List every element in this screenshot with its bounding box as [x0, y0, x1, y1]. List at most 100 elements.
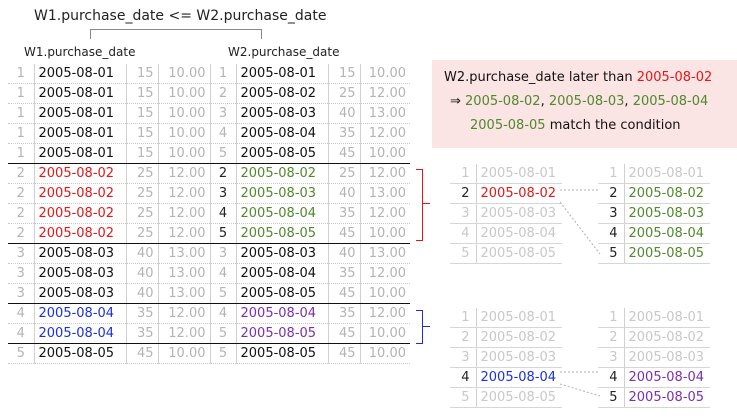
- w2-qty-cell: 35: [328, 303, 361, 324]
- join-row: 3 2005-08-03 40 13.00 5 2005-08-05 45 10.00: [8, 283, 410, 304]
- group-4-bracket: [416, 310, 423, 344]
- mini-row-number: 5: [598, 387, 625, 408]
- mini-row: 5 2005-08-05: [598, 243, 710, 264]
- mini-row-number: 4: [450, 223, 477, 244]
- join-row: 4 2005-08-04 35 12.00 4 2005-08-04 35 12.00: [8, 303, 410, 324]
- note-suffix: match the condition: [545, 118, 681, 133]
- mini-purchase-date: 2005-08-01: [624, 164, 710, 184]
- w2-qty-cell: 45: [328, 283, 361, 304]
- w1-price-cell: 12.00: [158, 163, 211, 184]
- mini-row-number: 4: [450, 367, 477, 388]
- w1-qty-cell: 25: [126, 183, 159, 204]
- mini-purchase-date: 2005-08-02: [476, 327, 562, 348]
- join-row: 3 2005-08-03 40 13.00 3 2005-08-03 40 13.00: [8, 243, 410, 264]
- w2-qty-cell: 45: [328, 143, 361, 164]
- join-row: 3 2005-08-03 40 13.00 4 2005-08-04 35 12.00: [8, 263, 410, 284]
- w1-price-cell: 10.00: [158, 143, 211, 164]
- w1-qty-cell: 40: [126, 243, 159, 264]
- join-row: 1 2005-08-01 15 10.00 5 2005-08-05 45 10.00: [8, 143, 410, 164]
- w2-no-cell: 5: [210, 343, 237, 364]
- w1-qty-cell: 35: [126, 323, 159, 344]
- w1-no-cell: 3: [8, 283, 35, 304]
- w2-purchase-date-cell: 2005-08-03: [236, 183, 329, 204]
- mini-w1-table-a: 1 2005-08-01 2 2005-08-02 3 2005-08-03 4 2005-0…: [450, 164, 562, 264]
- w2-price-cell: 12.00: [360, 83, 410, 104]
- w1-price-cell: 10.00: [158, 64, 211, 84]
- mini-row-number: 1: [450, 164, 477, 184]
- mini-row: 3 2005-08-03: [450, 347, 562, 368]
- w2-price-cell: 10.00: [360, 64, 410, 84]
- w1-price-cell: 10.00: [158, 123, 211, 144]
- note-prefix: W2.purchase_date later than: [444, 70, 637, 85]
- mini-purchase-date: 2005-08-02: [476, 183, 562, 204]
- w2-no-cell: 2: [210, 163, 237, 184]
- w2-qty-cell: 40: [328, 243, 361, 264]
- w1-price-cell: 13.00: [158, 283, 211, 304]
- w1-price-cell: 13.00: [158, 243, 211, 264]
- mini-row-number: 3: [450, 203, 477, 224]
- w1-price-cell: 12.00: [158, 203, 211, 224]
- mini-row-number: 1: [450, 308, 477, 328]
- w1-price-cell: 12.00: [158, 183, 211, 204]
- note-date-red: 2005-08-02: [636, 70, 713, 85]
- join-row: 1 2005-08-01 15 10.00 3 2005-08-03 40 13.00: [8, 103, 410, 124]
- group-2-bracket: [416, 169, 423, 241]
- w2-price-cell: 12.00: [360, 123, 410, 144]
- w2-purchase-date-cell: 2005-08-05: [236, 283, 329, 304]
- w1-purchase-date-cell: 2005-08-02: [34, 183, 127, 204]
- w2-qty-cell: 25: [328, 163, 361, 184]
- note-line-1: W2.purchase_date later than 2005-08-02: [444, 70, 712, 85]
- connector-lines-b: [559, 371, 601, 397]
- diagram-title: W1.purchase_date <= W2.purchase_date: [34, 8, 327, 24]
- mini-w2-table-b: 1 2005-08-01 2 2005-08-02 3 2005-08-03 4 2005-0…: [598, 308, 710, 408]
- mini-purchase-date: 2005-08-05: [624, 243, 710, 264]
- w2-price-cell: 13.00: [360, 103, 410, 124]
- mini-row-number: 2: [450, 327, 477, 348]
- mini-row-number: 1: [598, 164, 625, 184]
- w2-qty-cell: 45: [328, 343, 361, 364]
- w1-no-cell: 1: [8, 123, 35, 144]
- w1-no-cell: 1: [8, 143, 35, 164]
- mini-row: 2 2005-08-02: [450, 183, 562, 204]
- w2-price-cell: 12.00: [360, 263, 410, 284]
- w1-no-cell: 2: [8, 183, 35, 204]
- note-date-4: 2005-08-05: [470, 118, 546, 133]
- join-row: 1 2005-08-01 15 10.00 1 2005-08-01 15 10.00: [8, 64, 410, 84]
- w2-price-cell: 12.00: [360, 303, 410, 324]
- mini-purchase-date: 2005-08-04: [476, 367, 562, 388]
- mini-row-number: 3: [598, 347, 625, 368]
- mini-purchase-date: 2005-08-05: [476, 387, 562, 408]
- w2-purchase-date-cell: 2005-08-04: [236, 303, 329, 324]
- w1-purchase-date-cell: 2005-08-01: [34, 83, 127, 104]
- mini-row-number: 3: [450, 347, 477, 368]
- w2-no-cell: 1: [210, 64, 237, 84]
- w2-purchase-date-cell: 2005-08-05: [236, 323, 329, 344]
- w2-qty-cell: 15: [328, 64, 361, 84]
- join-row: 1 2005-08-01 15 10.00 4 2005-08-04 35 12.00: [8, 123, 410, 144]
- w2-price-cell: 10.00: [360, 223, 410, 244]
- w1-purchase-date-cell: 2005-08-01: [34, 143, 127, 164]
- mini-row: 5 2005-08-05: [450, 387, 562, 408]
- w1-no-cell: 2: [8, 203, 35, 224]
- mini-purchase-date: 2005-08-04: [624, 367, 710, 388]
- w1-qty-cell: 15: [126, 83, 159, 104]
- implies-arrow: ⇒: [450, 94, 466, 109]
- w2-price-cell: 10.00: [360, 143, 410, 164]
- mini-row: 2 2005-08-02: [598, 327, 710, 348]
- mini-purchase-date: 2005-08-05: [624, 387, 710, 408]
- mini-row: 5 2005-08-05: [450, 243, 562, 264]
- w2-price-cell: 10.00: [360, 323, 410, 344]
- mini-row-number: 3: [598, 203, 625, 224]
- w1-no-cell: 5: [8, 343, 35, 364]
- mini-purchase-date: 2005-08-01: [476, 164, 562, 184]
- mini-purchase-date: 2005-08-01: [476, 308, 562, 328]
- mini-w1-table-b: 1 2005-08-01 2 2005-08-02 3 2005-08-03 4 2005-0…: [450, 308, 562, 408]
- w1-qty-cell: 25: [126, 203, 159, 224]
- w2-purchase-date-cell: 2005-08-05: [236, 343, 329, 364]
- w1-no-cell: 3: [8, 263, 35, 284]
- w2-no-cell: 3: [210, 183, 237, 204]
- note-line-3: 2005-08-05 match the condition: [470, 118, 681, 133]
- join-row: 2 2005-08-02 25 12.00 2 2005-08-02 25 12.00: [8, 163, 410, 184]
- mini-row-number: 5: [450, 243, 477, 264]
- w2-price-cell: 12.00: [360, 163, 410, 184]
